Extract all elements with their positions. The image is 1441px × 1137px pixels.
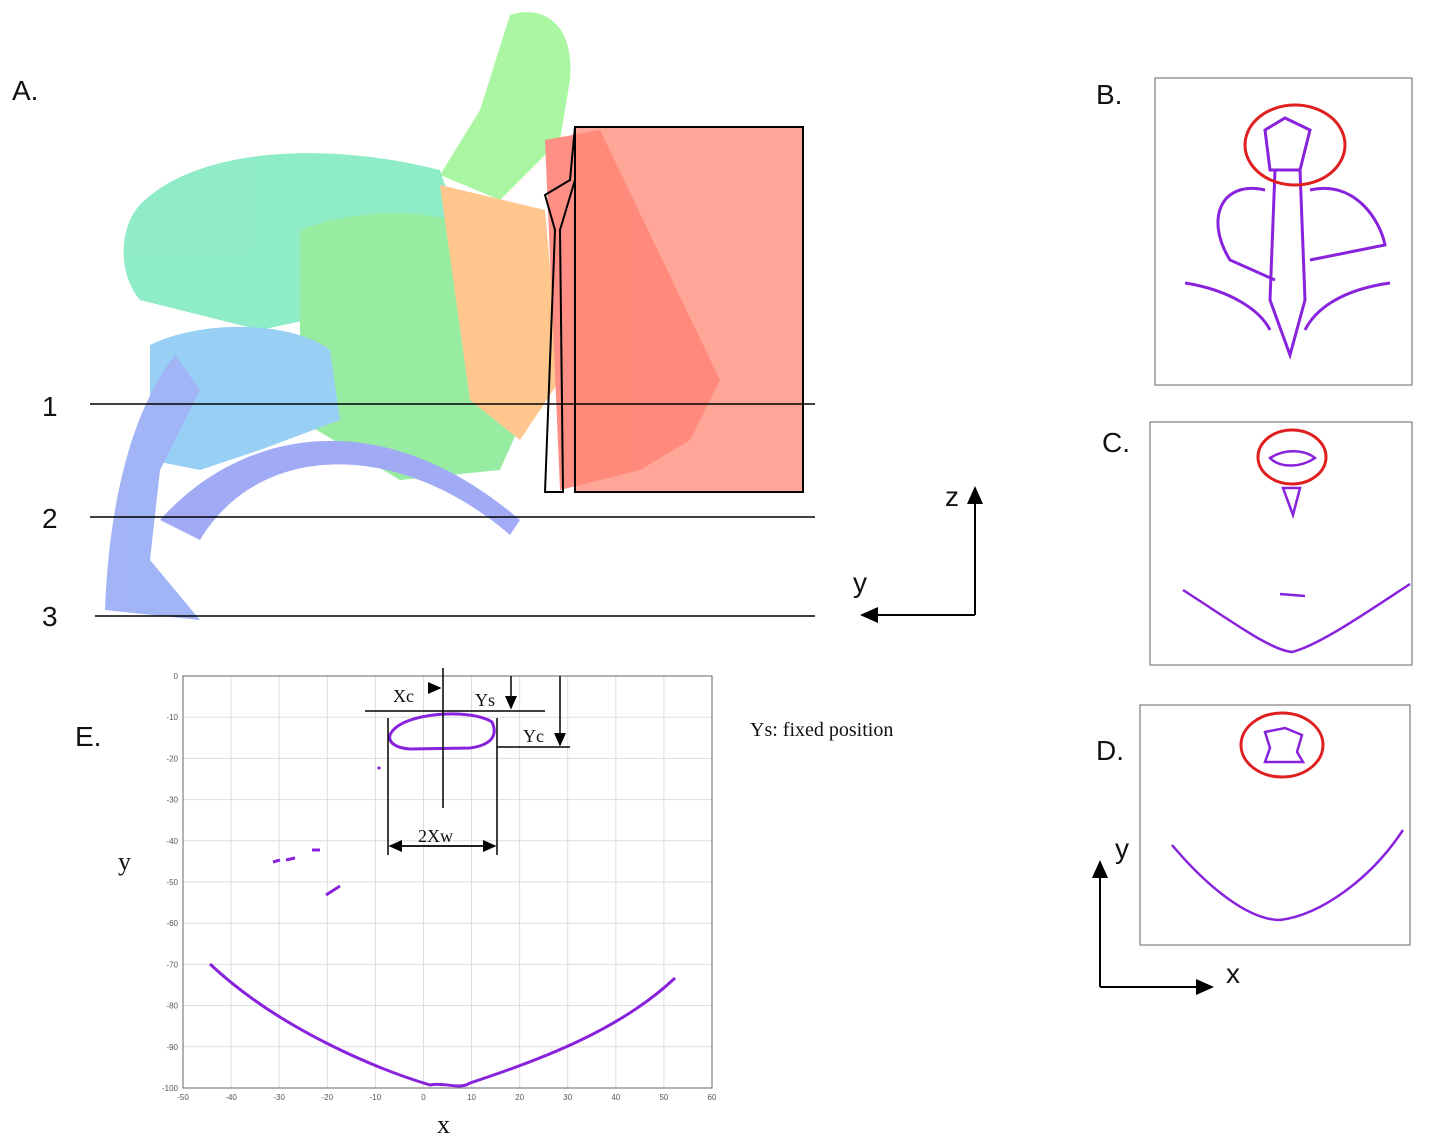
panel-label: B. [1096,79,1122,110]
axis-label: y [1115,833,1129,864]
annotation: Xc [393,686,414,706]
plot-frame [1140,705,1410,945]
axis-label: z [945,481,959,512]
note: Ys: fixed position [750,719,893,741]
axis-label: y [853,567,867,598]
x-tick-label: 60 [708,1093,717,1102]
axis-label: x [1226,958,1240,989]
line-label: 2 [42,503,58,534]
panel-label: D. [1096,735,1124,766]
line-label: 1 [42,391,58,422]
panel-label: E. [75,721,101,752]
y-tick-label: -70 [166,960,178,969]
y-tick-label: -80 [166,1002,178,1011]
annotation: 2Xw [418,826,453,846]
x-tick-label: -20 [321,1093,333,1102]
panel-label: C. [1102,427,1130,458]
y-tick-label: -100 [162,1084,179,1093]
y-tick-label: -40 [166,837,178,846]
axis-label: y [118,847,131,876]
x-tick-label: 50 [659,1093,668,1102]
x-tick-label: 0 [421,1093,426,1102]
x-tick-label: 30 [563,1093,572,1102]
x-tick-label: -50 [177,1093,189,1102]
figure: A. 1 2 3 z y B. C. D. [0,0,1441,1137]
x-tick-label: 20 [515,1093,524,1102]
y-tick-label: -30 [166,796,178,805]
y-tick-label: -90 [166,1043,178,1052]
y-tick-label: -20 [166,754,178,763]
x-tick-label: 40 [611,1093,620,1102]
line-label: 3 [42,601,58,632]
annotation: Yc [523,726,544,746]
x-tick-label: -10 [370,1093,382,1102]
x-tick-label: -40 [225,1093,237,1102]
y-tick-label: 0 [174,672,179,681]
y-tick-label: -10 [166,713,178,722]
plot-frame [1150,422,1412,665]
y-tick-label: -50 [166,878,178,887]
x-tick-label: 10 [467,1093,476,1102]
panel-label: A. [12,75,38,106]
box [575,127,803,492]
axis-label: x [437,1110,450,1137]
y-tick-label: -60 [166,919,178,928]
x-tick-label: -30 [273,1093,285,1102]
annotation: Ys [475,690,495,710]
